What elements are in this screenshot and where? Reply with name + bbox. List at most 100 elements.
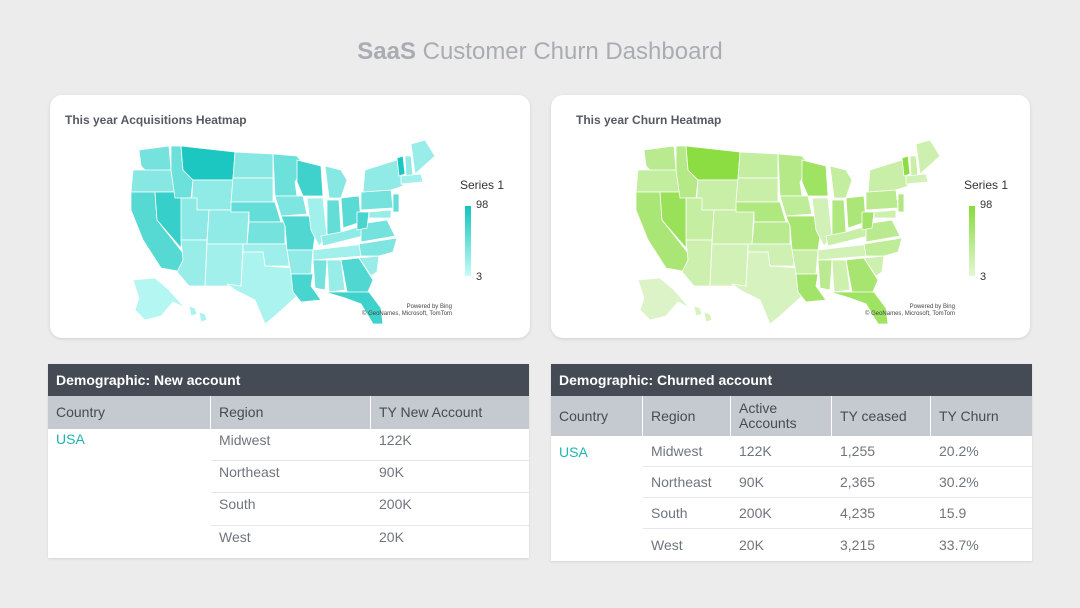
state-ny[interactable] (362, 159, 404, 193)
churn-cell: 15.9 (931, 498, 1032, 529)
state-ga[interactable] (340, 257, 374, 295)
state-ms[interactable] (312, 259, 328, 291)
state-wi[interactable] (296, 159, 324, 197)
state-mi[interactable] (829, 165, 853, 199)
state-sd[interactable] (735, 177, 779, 203)
empty-cell (551, 498, 643, 529)
active-cell: 200K (731, 498, 832, 529)
churn-heatmap-card: This year Churn Heatmap Series 1 98 3 Po… (551, 95, 1030, 338)
state-hi[interactable] (693, 305, 713, 323)
state-la[interactable] (795, 273, 827, 303)
state-me[interactable] (410, 140, 436, 175)
state-al[interactable] (326, 259, 346, 293)
state-pa[interactable] (865, 189, 899, 211)
state-nc[interactable] (358, 237, 398, 257)
active-cell: 20K (739, 536, 764, 553)
state-ak[interactable] (132, 277, 186, 321)
value-cell: 20K (379, 529, 404, 545)
state-ga[interactable] (845, 257, 879, 295)
active-cell: 122K (731, 436, 832, 467)
state-nd[interactable] (737, 151, 779, 179)
state-ar[interactable] (791, 249, 819, 275)
state-mt[interactable] (180, 145, 236, 181)
state-ma[interactable] (905, 173, 929, 185)
state-vt[interactable] (901, 155, 911, 177)
column-header-active-accounts[interactable]: Active Accounts (731, 396, 832, 436)
state-nm[interactable] (709, 243, 749, 287)
state-ks[interactable] (246, 221, 286, 245)
state-tn[interactable] (817, 243, 871, 261)
table-row: Northeast 90K (48, 461, 529, 493)
state-nc[interactable] (863, 237, 903, 257)
state-az[interactable] (176, 239, 208, 287)
state-or[interactable] (130, 169, 176, 193)
state-tn[interactable] (312, 243, 366, 261)
state-nd[interactable] (232, 151, 274, 179)
state-pa[interactable] (360, 189, 394, 211)
state-wa[interactable] (138, 145, 172, 173)
state-ia[interactable] (274, 195, 308, 217)
state-nj[interactable] (897, 193, 905, 213)
state-nh[interactable] (404, 155, 414, 177)
state-az[interactable] (681, 239, 713, 287)
state-va[interactable] (865, 219, 901, 243)
state-or[interactable] (635, 169, 681, 193)
state-md[interactable] (368, 209, 392, 219)
state-mt[interactable] (685, 145, 741, 181)
state-ia[interactable] (779, 195, 813, 217)
state-nm[interactable] (204, 243, 244, 287)
state-al[interactable] (831, 259, 851, 293)
page-title-rest: Customer Churn Dashboard (415, 38, 723, 65)
state-hi[interactable] (188, 305, 208, 323)
state-wv[interactable] (861, 211, 875, 231)
churn-us-map[interactable] (630, 140, 960, 325)
state-mi[interactable] (324, 165, 348, 199)
state-va[interactable] (360, 219, 396, 243)
country-cell: USA (559, 443, 588, 460)
state-ma[interactable] (400, 173, 424, 185)
state-in[interactable] (326, 199, 342, 237)
state-nh[interactable] (909, 155, 919, 177)
active-cell: 90K (731, 467, 832, 498)
state-vt[interactable] (396, 155, 406, 177)
state-tx[interactable] (731, 251, 803, 325)
state-in[interactable] (831, 199, 847, 237)
column-header-country[interactable]: Country (48, 396, 211, 429)
state-nj[interactable] (392, 193, 400, 213)
column-header-ty-churn[interactable]: TY Churn (939, 407, 999, 424)
state-wi[interactable] (801, 159, 829, 197)
state-la[interactable] (290, 273, 322, 303)
state-ms[interactable] (817, 259, 833, 291)
state-ak[interactable] (637, 277, 691, 321)
column-header-region[interactable]: Region (211, 396, 371, 429)
state-wa[interactable] (643, 145, 677, 173)
column-header-ty-ceased[interactable]: TY ceased (832, 396, 931, 436)
state-sc[interactable] (358, 255, 380, 277)
state-nv[interactable] (659, 191, 689, 250)
state-ar[interactable] (286, 249, 314, 275)
state-fl[interactable] (829, 291, 889, 325)
map-credit-sources: © GeoNames, Microsoft, TomTom (865, 311, 955, 317)
ceased-cell: 2,365 (832, 467, 931, 498)
column-header-new-account[interactable]: TY New Account (379, 404, 483, 420)
acquisitions-us-map[interactable] (125, 140, 455, 325)
state-ks[interactable] (751, 221, 791, 245)
map-credit-bing: Powered by Bing (909, 304, 955, 310)
column-header-region[interactable]: Region (643, 396, 731, 436)
legend-title: Series 1 (964, 178, 1009, 192)
state-nv[interactable] (154, 191, 184, 250)
new-account-table-header: Country Region TY New Account (48, 396, 529, 429)
empty-cell (48, 493, 211, 526)
state-wv[interactable] (356, 211, 370, 231)
state-sc[interactable] (863, 255, 885, 277)
state-fl[interactable] (324, 291, 384, 325)
legend-min-value: 3 (476, 271, 483, 283)
state-co[interactable] (711, 209, 755, 245)
column-header-country[interactable]: Country (551, 396, 643, 436)
state-tx[interactable] (226, 251, 298, 325)
state-ny[interactable] (867, 159, 909, 193)
state-me[interactable] (915, 140, 941, 175)
state-co[interactable] (206, 209, 250, 245)
state-sd[interactable] (230, 177, 274, 203)
state-md[interactable] (873, 209, 897, 219)
